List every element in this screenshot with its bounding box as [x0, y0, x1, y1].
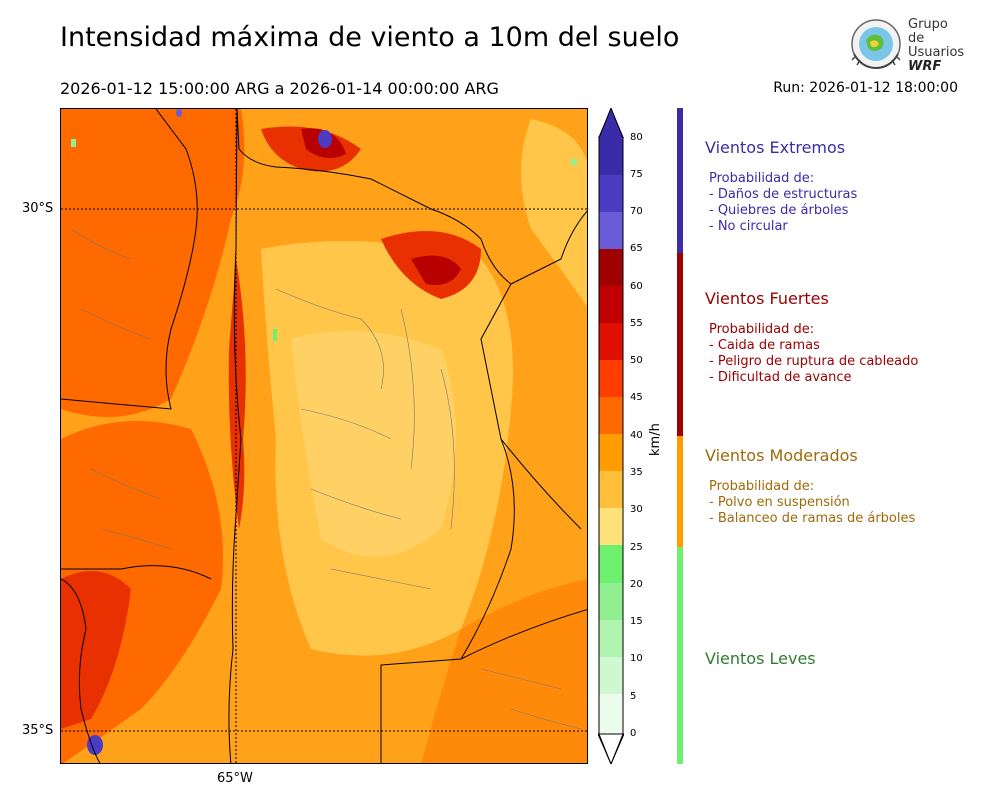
colorbar-tick: 25: [630, 542, 643, 553]
colorbar-band: [599, 360, 623, 397]
logo-text: Grupo de Usuarios WRF: [908, 17, 965, 74]
category-line: - Daños de estructuras: [709, 187, 858, 202]
grupo-usuarios-wrf-logo: Grupo de Usuarios WRF: [848, 16, 968, 74]
scale-line-light: [677, 547, 683, 764]
run-timestamp: Run: 2026-01-12 18:00:00: [773, 80, 958, 96]
colorbar-band: [599, 286, 623, 323]
colorbar-band: [599, 397, 623, 434]
category-line: - Polvo en suspensión: [709, 495, 850, 510]
colorbar-tick: 40: [630, 430, 643, 441]
colorbar-band: [599, 545, 623, 583]
lon-label-65w: 65°W: [217, 771, 253, 786]
colorbar-outline: [598, 108, 624, 764]
department-boundaries: [70, 228, 582, 730]
strong-wind-zone-south: [61, 571, 131, 729]
lat-label-30s: 30°S: [22, 201, 54, 216]
colorbar-tick: 80: [630, 132, 643, 143]
colorbar-tick: 5: [630, 691, 637, 702]
wind-field-map: [61, 109, 587, 763]
category-line: - No circular: [709, 219, 788, 234]
category-line: Probabilidad de:: [709, 171, 815, 186]
colorbar-band: [599, 175, 623, 212]
colorbar-tick: 10: [630, 653, 643, 664]
colorbar-tick: 45: [630, 392, 643, 403]
extreme-wind-spot: [318, 130, 332, 148]
colorbar-band: [599, 508, 623, 545]
colorbar-band: [599, 212, 623, 249]
colorbar-tick: 35: [630, 467, 643, 478]
category-line: - Peligro de ruptura de cableado: [709, 354, 919, 369]
colorbar-band: [599, 249, 623, 286]
colorbar-band: [599, 620, 623, 657]
colorbar-tick: 65: [630, 243, 643, 254]
globe-logo-icon: [851, 19, 901, 70]
colorbar-tick: 70: [630, 206, 643, 217]
forecast-period: 2026-01-12 15:00:00 ARG a 2026-01-14 00:…: [60, 79, 499, 98]
category-title: Vientos Moderados: [705, 446, 858, 465]
extreme-wind-spot: [87, 735, 103, 755]
light-wind-spot: [71, 139, 76, 147]
category-line: - Quiebres de árboles: [709, 203, 849, 218]
moderate-wind-zone-inner: [291, 331, 456, 557]
very-strong-wind-core: [411, 255, 461, 285]
colorbar-tick: 30: [630, 504, 643, 515]
colorbar-min-arrow: [598, 733, 624, 764]
graticule: [61, 109, 587, 763]
colorbar-band: [599, 657, 623, 694]
lat-label-35s: 35°S: [22, 723, 54, 738]
scale-line-moderate: [677, 436, 683, 547]
category-moderate: Vientos Moderados Probabilidad de: - Pol…: [705, 446, 915, 527]
category-title: Vientos Extremos: [705, 138, 846, 157]
light-wind-spot: [273, 329, 277, 341]
colorbar-tick: 20: [630, 579, 643, 590]
colorbar-tick: 60: [630, 281, 643, 292]
scale-line-strong: [677, 253, 683, 436]
colorbar-tick: 0: [630, 728, 637, 739]
category-line: - Caida de ramas: [709, 338, 820, 353]
colorbar-unit: km/h: [648, 423, 663, 456]
colorbar-band: [599, 323, 623, 360]
moderate-wind-zone-ne: [521, 119, 587, 307]
colorbar-band: [599, 434, 623, 471]
colorbar-tick: 55: [630, 318, 643, 329]
category-line: Probabilidad de:: [709, 479, 815, 494]
category-title: Vientos Leves: [705, 649, 816, 668]
colorbar-band: [599, 471, 623, 508]
colorbar-band: [599, 694, 623, 734]
category-line: Probabilidad de:: [709, 322, 815, 337]
map-title: Intensidad máxima de viento a 10m del su…: [60, 22, 680, 53]
category-title: Vientos Fuertes: [705, 289, 829, 308]
wind-zone-southeast: [421, 579, 587, 763]
category-line: - Dificultad de avance: [709, 370, 852, 385]
category-strong: Vientos Fuertes Probabilidad de: - Caida…: [705, 289, 918, 386]
category-extreme: Vientos Extremos Probabilidad de: - Daño…: [705, 138, 857, 235]
wind-map: [60, 108, 588, 764]
colorbar-max-arrow: [598, 108, 624, 138]
light-wind-spot: [571, 159, 577, 165]
strong-wind-zone-west: [61, 109, 245, 417]
boundaries: [61, 109, 587, 763]
colorbar-tick: 15: [630, 616, 643, 627]
category-line: - Balanceo de ramas de árboles: [709, 511, 916, 526]
colorbar-band: [599, 138, 623, 175]
colorbar-tick: 50: [630, 355, 643, 366]
colorbar-tick: 75: [630, 169, 643, 180]
category-light: Vientos Leves: [705, 649, 816, 682]
colorbar-band: [599, 583, 623, 620]
extreme-wind-spot: [176, 109, 182, 117]
scale-line-extreme: [677, 108, 683, 253]
colorbar: [598, 108, 624, 764]
